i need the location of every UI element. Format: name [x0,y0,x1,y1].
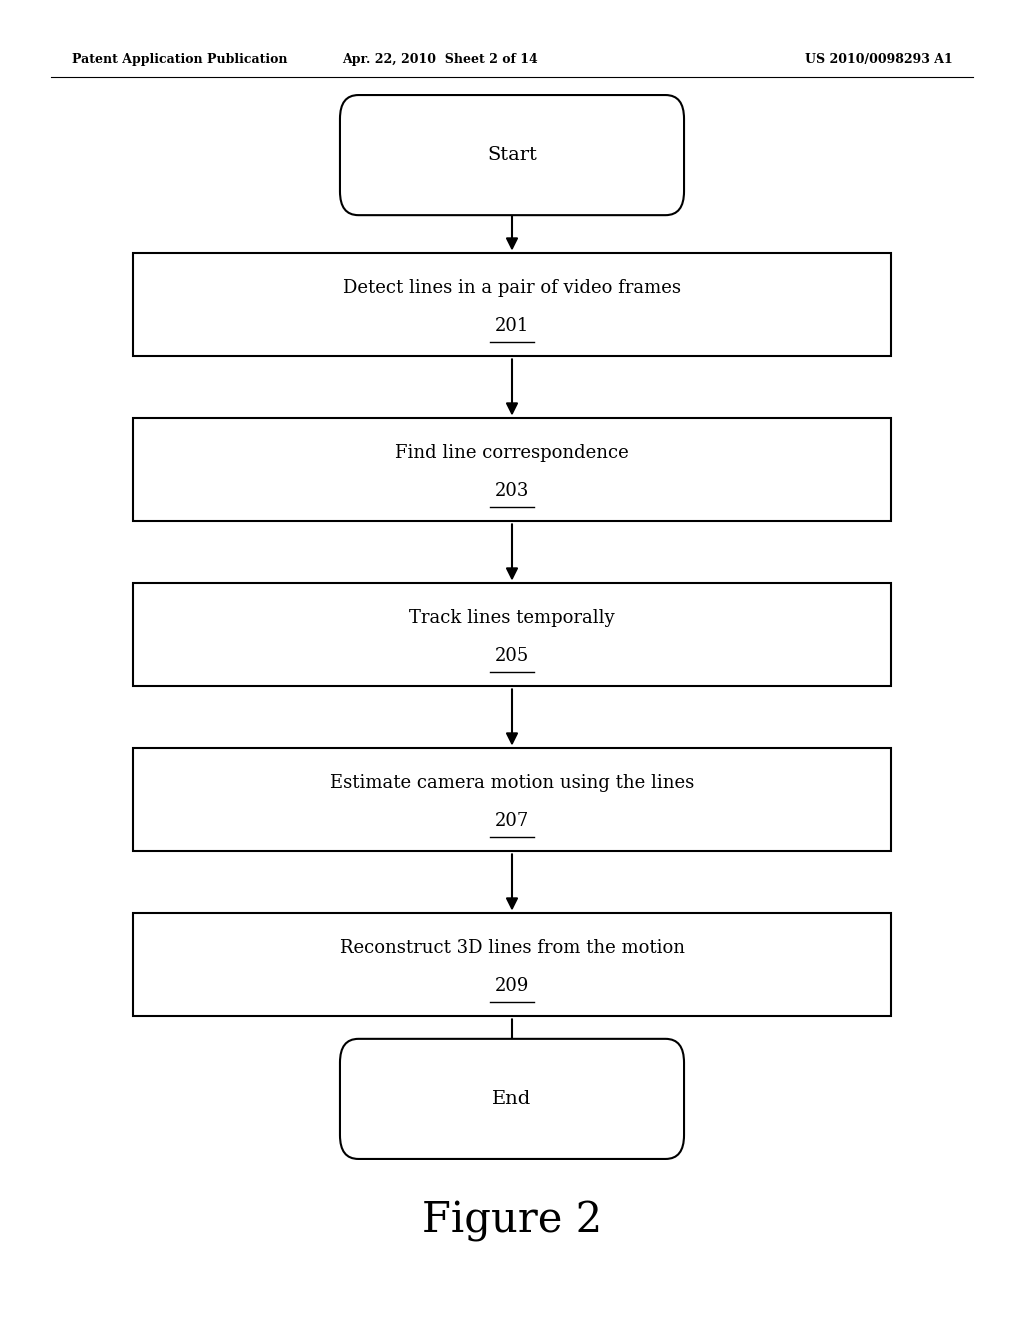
FancyBboxPatch shape [133,418,891,521]
Text: 203: 203 [495,482,529,500]
Text: Find line correspondence: Find line correspondence [395,444,629,462]
Text: Apr. 22, 2010  Sheet 2 of 14: Apr. 22, 2010 Sheet 2 of 14 [342,53,539,66]
Text: US 2010/0098293 A1: US 2010/0098293 A1 [805,53,952,66]
Text: Estimate camera motion using the lines: Estimate camera motion using the lines [330,774,694,792]
FancyBboxPatch shape [340,95,684,215]
Text: 205: 205 [495,647,529,665]
Text: Start: Start [487,147,537,164]
Text: Patent Application Publication: Patent Application Publication [72,53,287,66]
Text: Track lines temporally: Track lines temporally [410,609,614,627]
Text: 209: 209 [495,977,529,995]
Text: Reconstruct 3D lines from the motion: Reconstruct 3D lines from the motion [340,939,684,957]
FancyBboxPatch shape [133,913,891,1016]
Text: Detect lines in a pair of video frames: Detect lines in a pair of video frames [343,279,681,297]
Text: End: End [493,1090,531,1107]
FancyBboxPatch shape [340,1039,684,1159]
Text: Figure 2: Figure 2 [422,1200,602,1242]
FancyBboxPatch shape [133,748,891,851]
FancyBboxPatch shape [133,583,891,686]
Text: 201: 201 [495,317,529,335]
FancyBboxPatch shape [133,253,891,356]
Text: 207: 207 [495,812,529,830]
